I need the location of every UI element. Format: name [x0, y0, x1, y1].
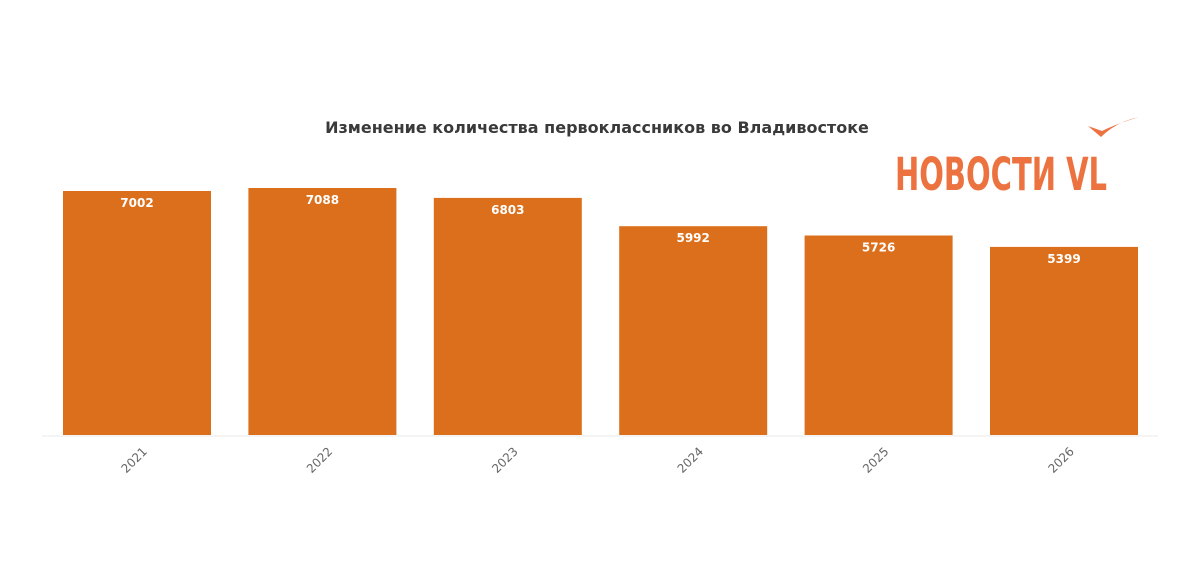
bar-2024: [619, 226, 768, 435]
bar-2023: [433, 197, 582, 435]
bar-2026: [990, 246, 1138, 435]
x-tick-label-2025: 2025: [860, 444, 891, 475]
x-tick-label-2021: 2021: [118, 444, 149, 475]
x-tick-label-2022: 2022: [304, 444, 335, 475]
bar-value-label-2026: 5399: [1047, 252, 1080, 266]
logo: НОВОСТИ VL: [895, 117, 1139, 201]
bar-value-label-2022: 7088: [306, 193, 339, 207]
value-labels-group: 7002 7088 6803 5992 5726 5399: [120, 193, 1080, 266]
x-tick-labels-group: 2021 2022 2023 2024 2025 2026: [118, 444, 1076, 475]
bar-value-label-2024: 5992: [676, 231, 709, 245]
chart-title: Изменение количества первоклассников во …: [325, 118, 869, 137]
logo-check-icon: [1088, 117, 1139, 137]
bar-value-label-2023: 6803: [491, 203, 524, 217]
x-tick-label-2026: 2026: [1045, 444, 1076, 475]
logo-text: НОВОСТИ VL: [895, 148, 1107, 201]
x-tick-label-2024: 2024: [675, 444, 706, 475]
bar-value-label-2021: 7002: [120, 196, 153, 210]
bar-value-label-2025: 5726: [862, 241, 895, 255]
bars-group: [63, 188, 1138, 435]
x-tick-label-2023: 2023: [489, 444, 520, 475]
bar-2022: [248, 188, 397, 435]
bar-2021: [63, 191, 211, 435]
bar-2025: [804, 235, 953, 435]
